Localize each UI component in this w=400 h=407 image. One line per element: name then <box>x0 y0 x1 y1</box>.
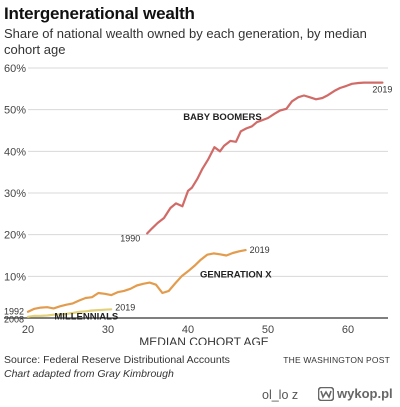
wykop-logo-icon <box>318 386 334 401</box>
adapted-note: Chart adapted from Gray Kimbrough <box>4 368 174 380</box>
x-tick-label: 20 <box>22 324 34 336</box>
wykop-logo-text: wykop.pl <box>337 386 393 401</box>
x-axis-title: MEDIAN COHORT AGE <box>139 335 269 345</box>
wykop-logo[interactable]: wykop.pl <box>318 386 393 401</box>
source-note: Source: Federal Reserve Distributional A… <box>4 354 230 366</box>
year-label: 1990 <box>120 233 140 243</box>
y-tick-label: 10% <box>4 271 26 283</box>
year-label: 2008 <box>4 315 24 325</box>
y-tick-label: 40% <box>4 146 26 158</box>
x-tick-label: 30 <box>102 324 114 336</box>
line-chart: 60% 50% 40% 30% 20% 10% 20 30 40 50 60 MEDIAN COHOR… <box>4 63 392 345</box>
year-label: 2019 <box>115 302 135 312</box>
y-tick-label: 50% <box>4 105 26 117</box>
series-line-baby-boomers <box>146 81 384 235</box>
footer-username[interactable]: ol_lo z <box>262 388 299 402</box>
year-label: 2019 <box>250 245 270 255</box>
year-label: 2019 <box>372 85 392 95</box>
publisher-credit: THE WASHINGTON POST <box>283 355 390 365</box>
y-tick-label: 30% <box>4 188 26 200</box>
x-tick-label: 60 <box>342 324 354 336</box>
series-line-generation-x <box>26 249 247 313</box>
series-label-millennials: MILLENNIALS <box>54 312 118 323</box>
x-tick-label: 50 <box>262 324 274 336</box>
x-tick-label: 40 <box>182 324 194 336</box>
series-label-baby-boomers: BABY BOOMERS <box>183 112 261 123</box>
series-line-millennials <box>26 308 113 318</box>
year-label: 1992 <box>4 306 24 316</box>
chart-title: Intergenerational wealth <box>4 4 195 23</box>
y-tick-label: 60% <box>4 63 26 75</box>
series-label-generation-x: GENERATION X <box>200 270 272 281</box>
chart-subtitle: Share of national wealth owned by each g… <box>4 26 367 57</box>
y-tick-label: 20% <box>4 230 26 242</box>
